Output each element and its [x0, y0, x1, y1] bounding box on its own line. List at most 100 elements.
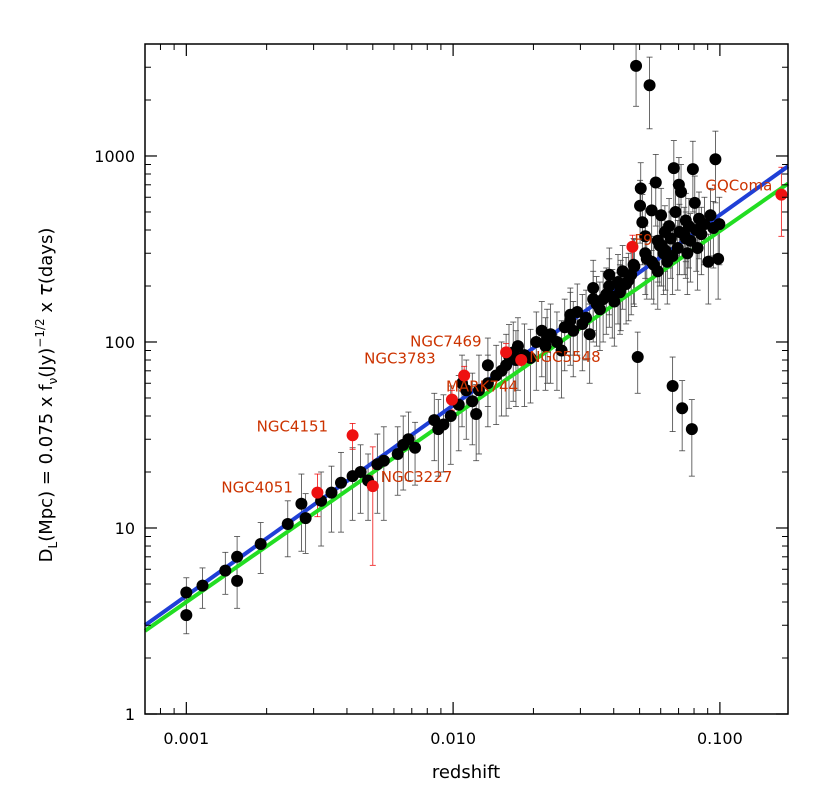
data-point — [295, 497, 308, 510]
data-point — [254, 538, 267, 551]
x-axis-title: redshift — [432, 762, 500, 783]
data-point — [530, 335, 543, 348]
data-point — [649, 176, 662, 189]
point-label: GQComa — [705, 177, 772, 195]
data-point — [472, 384, 485, 397]
highlighted-point — [458, 369, 471, 382]
data-point — [688, 196, 701, 209]
ylabel-part3: x — [36, 296, 57, 318]
data-point — [666, 379, 679, 392]
data-point — [709, 153, 722, 166]
data-point — [180, 586, 193, 599]
y-axis-title: DL(Mpc) = 0.075 x fν(Jy)−1/2 x τ(days) — [33, 228, 60, 563]
data-point — [702, 255, 715, 268]
ylabel-part1: (Mpc) = 0.075 x f — [36, 384, 57, 542]
data-point — [666, 249, 679, 262]
data-point — [196, 579, 209, 592]
data-point — [643, 79, 656, 92]
data-point — [614, 282, 627, 295]
highlighted-point — [500, 346, 513, 359]
ylabel-part2: (Jy) — [36, 348, 57, 378]
data-point — [470, 408, 483, 421]
data-point — [645, 255, 658, 268]
data-point — [713, 218, 726, 231]
data-point — [587, 282, 600, 295]
data-point — [704, 209, 717, 222]
y-tick-label: 10 — [115, 519, 135, 538]
data-point — [481, 377, 494, 390]
data-point — [636, 216, 649, 229]
data-point — [669, 205, 682, 218]
data-point — [466, 395, 479, 408]
data-point — [564, 308, 577, 321]
data-point — [377, 454, 390, 467]
data-point — [580, 311, 593, 324]
ylabel-sub2: ν — [46, 377, 60, 384]
data-point — [444, 410, 457, 423]
data-point — [402, 433, 415, 446]
x-tick-label: 0.010 — [430, 729, 476, 748]
data-point — [631, 351, 644, 364]
data-point — [437, 418, 450, 431]
ylabel-sup: −1/2 — [33, 318, 47, 347]
ylabel-base: D — [36, 548, 57, 562]
data-point — [409, 441, 422, 454]
data-point — [608, 295, 621, 308]
data-point — [541, 332, 554, 345]
data-point — [567, 324, 580, 337]
point-label: NGC5548 — [529, 348, 601, 366]
data-point — [281, 518, 294, 531]
y-tick-label: 1 — [125, 705, 135, 724]
data-point — [630, 59, 643, 72]
black-points — [180, 59, 726, 622]
data-point — [651, 265, 664, 278]
data-point — [645, 204, 658, 217]
y-tick-label: 1000 — [94, 147, 135, 166]
data-point — [681, 247, 694, 260]
data-point — [593, 303, 606, 316]
plot-frame — [144, 43, 789, 715]
ylabel-sub1: L — [46, 541, 60, 548]
ylabel-tau: τ — [33, 283, 57, 296]
axis-ticks: 0.001 0.010 0.100 1 10 100 1000 — [94, 44, 788, 748]
data-point — [231, 574, 244, 587]
point-label: MARK744 — [446, 378, 518, 396]
y-tick-label: 100 — [104, 333, 135, 352]
data-point — [664, 232, 677, 245]
ylabel-part4: (days) — [36, 228, 57, 285]
data-point — [675, 186, 688, 199]
data-point — [639, 230, 652, 243]
point-label: NGC4151 — [257, 417, 329, 435]
data-point — [524, 352, 537, 365]
data-point — [634, 199, 647, 212]
data-point — [655, 239, 668, 252]
data-point — [354, 466, 367, 479]
point-label: NGC3227 — [381, 468, 453, 486]
x-tick-label: 0.001 — [163, 729, 209, 748]
highlighted-point — [346, 429, 359, 442]
data-point — [219, 564, 232, 577]
data-point — [583, 328, 596, 341]
data-point — [712, 252, 725, 265]
data-point — [500, 359, 513, 372]
highlighted-point — [775, 188, 788, 201]
x-tick-label: 0.100 — [697, 729, 743, 748]
highlighted-point — [515, 354, 528, 367]
data-point — [655, 209, 668, 222]
data-point — [481, 359, 494, 372]
point-label: NGC4051 — [221, 479, 293, 497]
data-point — [231, 550, 244, 563]
point-label: NGC7469 — [410, 332, 482, 350]
point-label: F9 — [634, 231, 652, 249]
data-point — [180, 609, 193, 622]
data-point — [587, 293, 600, 306]
data-point — [299, 512, 312, 525]
data-point — [603, 268, 616, 281]
data-point — [325, 486, 338, 499]
point-labels: NGC4051 NGC4151 NGC3227 MARK744 NGC3783NGC74… — [221, 177, 772, 497]
highlighted-point — [311, 486, 324, 499]
data-point — [391, 447, 404, 460]
data-point — [685, 423, 698, 436]
red-points — [311, 188, 788, 499]
